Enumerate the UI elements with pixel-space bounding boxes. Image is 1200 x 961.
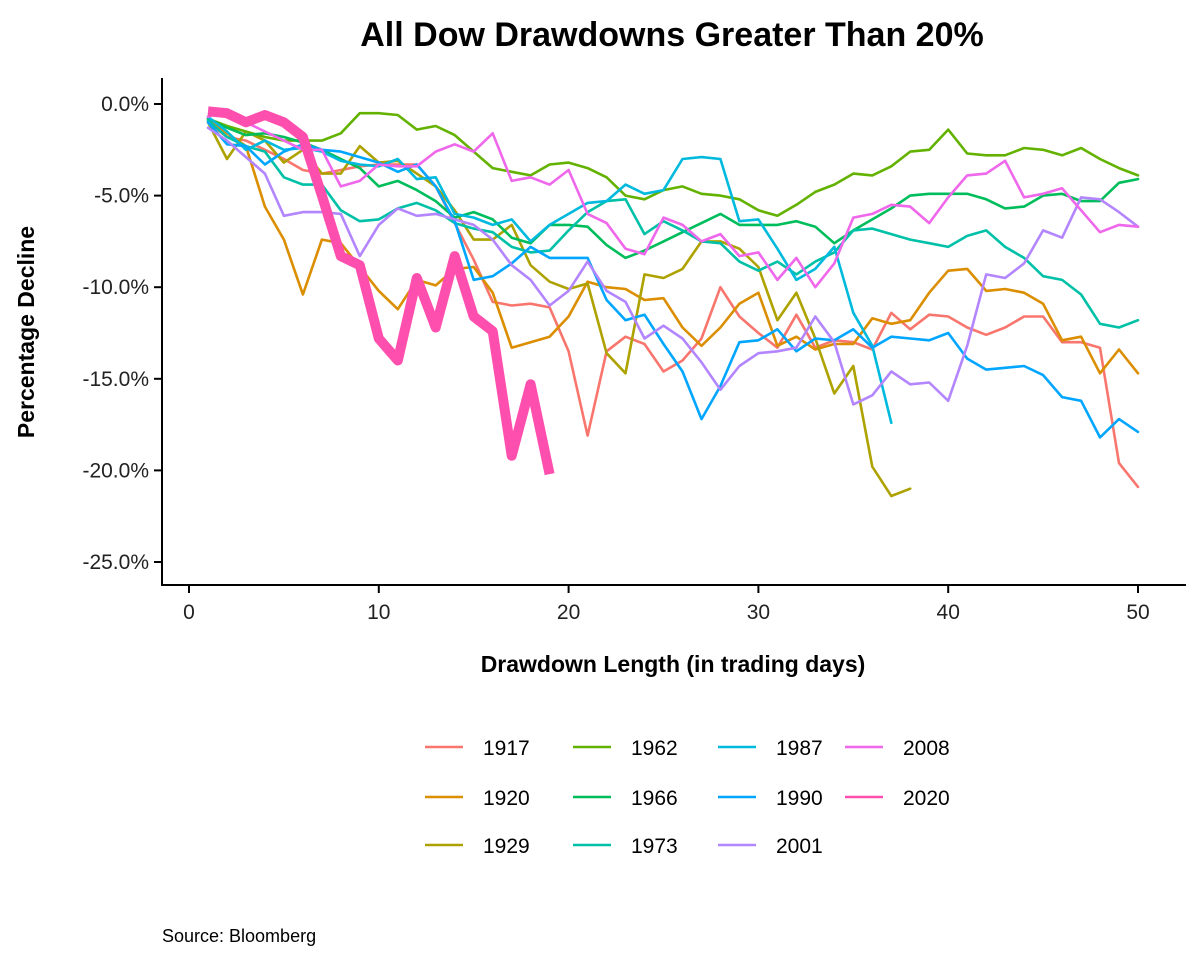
y-tick-label: -20.0% [82, 459, 149, 482]
legend-label: 2020 [903, 787, 950, 810]
legend-label: 1987 [776, 737, 823, 760]
legend-item-1973: 1973 [573, 835, 678, 858]
series-line-1929 [206, 121, 912, 498]
series-line-1973 [206, 119, 1140, 329]
legend-label: 2008 [903, 737, 950, 760]
series-line-2001 [206, 126, 1140, 406]
x-tick-label: 30 [747, 601, 770, 624]
legend: 1917 1920 1929 1962 1966 1973 1987 1990 2001 2008… [425, 737, 950, 858]
legend-label: 1929 [483, 835, 530, 858]
legend-label: 2001 [776, 835, 823, 858]
axes [161, 78, 1186, 586]
legend-label: 1920 [483, 787, 530, 810]
legend-item-1917: 1917 [425, 737, 530, 760]
series-line-2020 [207, 106, 555, 476]
series-line-1920 [206, 117, 1140, 375]
legend-item-1966: 1966 [573, 787, 678, 810]
legend-item-2008: 2008 [845, 737, 950, 760]
series-line-1990 [206, 121, 1140, 439]
x-axis-label: Drawdown Length (in trading days) [481, 651, 866, 677]
y-tick-label: -5.0% [94, 185, 149, 208]
legend-label: 1966 [631, 787, 678, 810]
source-note: Source: Bloomberg [162, 926, 316, 946]
chart-title: All Dow Drawdowns Greater Than 20% [360, 16, 983, 54]
y-tick-label: -15.0% [82, 368, 149, 391]
legend-item-1929: 1929 [425, 835, 530, 858]
x-tick-label: 50 [1126, 601, 1149, 624]
x-tick-label: 10 [367, 601, 390, 624]
x-tick-label: 20 [557, 601, 580, 624]
legend-item-1990: 1990 [718, 787, 823, 810]
legend-label: 1962 [631, 737, 678, 760]
y-tick-label: -10.0% [82, 276, 149, 299]
y-tick-label: 0.0% [101, 93, 149, 116]
legend-label: 1990 [776, 787, 823, 810]
legend-label: 1973 [631, 835, 678, 858]
series-line-2008 [206, 108, 1140, 289]
x-tick-label: 0 [183, 601, 195, 624]
series-line-1962 [206, 111, 1140, 218]
y-tick-label: -25.0% [82, 551, 149, 574]
legend-item-1920: 1920 [425, 787, 530, 810]
legend-item-2020: 2020 [845, 787, 950, 810]
y-axis-label: Percentage Decline [13, 226, 39, 438]
legend-item-1987: 1987 [718, 737, 823, 760]
legend-item-2001: 2001 [718, 835, 823, 858]
legend-item-1962: 1962 [573, 737, 678, 760]
x-tick-label: 40 [937, 601, 960, 624]
series-line-1966 [206, 117, 1140, 260]
legend-label: 1917 [483, 737, 530, 760]
